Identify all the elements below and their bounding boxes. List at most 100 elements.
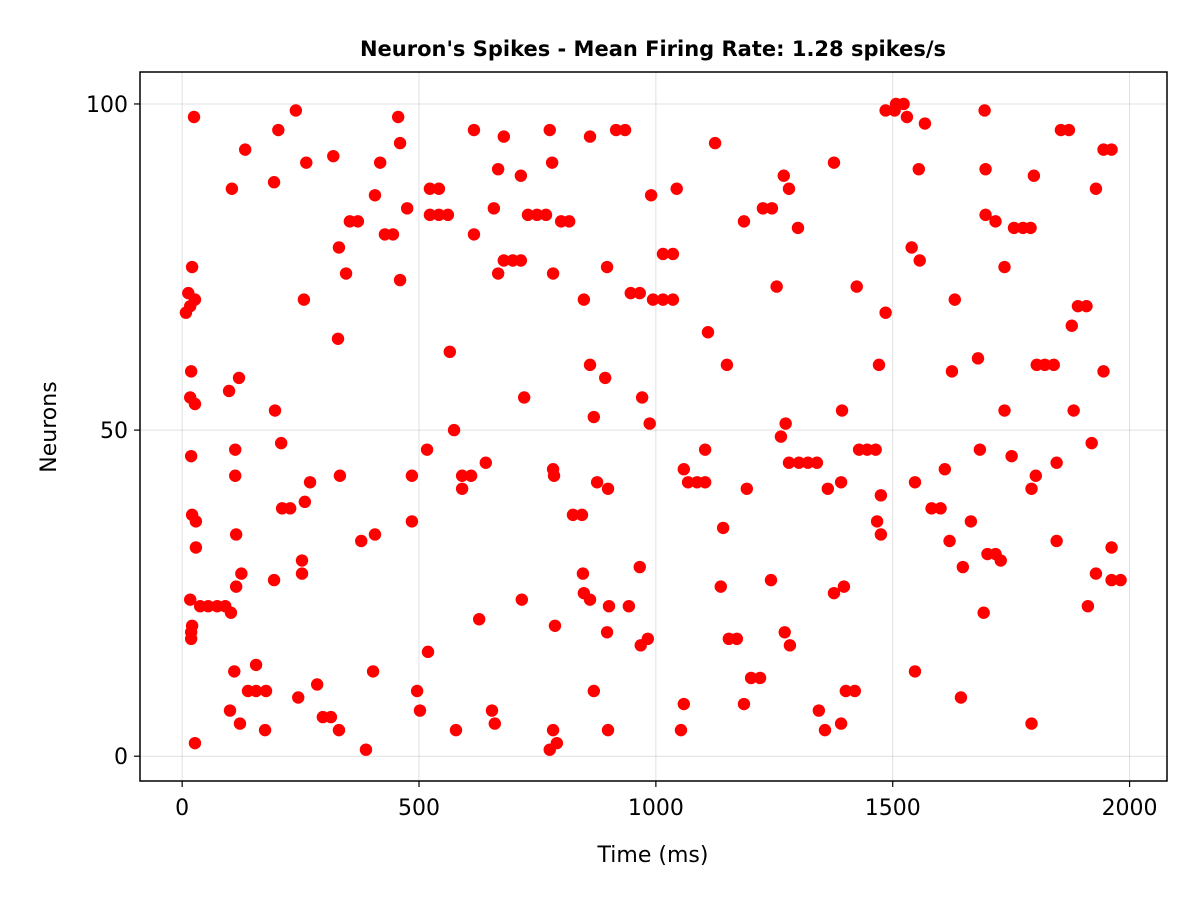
spike-point [777,169,790,182]
spike-point [900,110,914,124]
spike-point [289,104,303,117]
spike-point [1050,456,1063,469]
spike-point [232,371,246,385]
spike-point [543,743,556,756]
spike-point [827,586,841,600]
spike-point [487,202,501,215]
x-tick-label: 1000 [628,796,684,821]
spike-point [267,573,281,587]
spike-point [339,267,353,280]
spike-point [530,208,544,222]
spike-point [1080,299,1093,313]
x-tick-label: 0 [175,796,189,821]
spike-point [479,456,493,469]
spike-point [860,443,874,456]
spike-point [971,352,985,365]
spike-point [778,626,791,639]
spike-point [869,443,882,456]
spike-point [609,123,623,137]
spike-point [521,208,535,222]
spike-point [646,293,660,306]
spike-point [1007,221,1021,235]
grid-lines [140,72,1167,781]
spike-point [770,280,783,293]
spike-point [624,286,637,300]
spike-point [351,215,365,228]
spike-point [333,469,347,482]
spike-point [666,247,680,261]
spike-point [874,528,888,541]
spike-point [184,449,198,463]
spike-point [850,280,863,293]
spike-point [355,534,368,548]
spike-point [774,430,788,443]
spike-point [783,639,797,652]
spike-point [1025,717,1038,730]
spike-point [656,293,670,306]
spike-point [912,162,925,176]
spike-point [583,593,597,606]
spike-point [601,723,615,737]
spike-point [566,508,580,522]
spike-point [744,671,758,685]
spike-point [386,228,400,241]
spike-point [228,665,241,678]
spike-point [934,502,947,515]
spike-point [677,463,691,476]
y-tick-label: 50 [100,419,128,444]
spike-point [602,599,616,613]
spike-point [188,397,202,411]
spike-point [188,293,202,306]
spike-point [1085,436,1098,450]
spike-point [635,391,649,404]
spike-point [1067,404,1080,417]
spike-point [590,476,604,489]
spike-point [283,502,297,515]
axis-ticks: 0 500 1000 1500 2000 0 50 100 [86,93,1158,821]
spike-point [948,293,961,306]
spike-point [681,476,695,489]
spike-point [812,704,826,717]
spike-point [1105,143,1118,156]
spike-point [249,658,263,672]
spike-point [295,554,309,567]
spike-point [872,358,886,372]
spike-point [297,293,311,306]
spike-point [998,260,1011,274]
spike-point [189,515,203,528]
spike-point [421,645,435,659]
spike-point [801,456,815,469]
spike-point [472,613,486,626]
spike-point [701,326,715,339]
spike-point [185,260,199,274]
spike-point [905,241,918,254]
spike-point [994,554,1007,567]
spike-point [368,189,382,202]
spike-point [583,130,597,143]
spike-point [1071,299,1085,313]
spike-point [897,97,910,111]
x-axis-label: Time (ms) [597,843,709,868]
spike-point [1089,182,1103,195]
spike-point [366,665,380,678]
spike-point [782,182,796,195]
spike-point [420,443,434,456]
spike-point [393,136,407,150]
spike-point [943,534,956,548]
spike-point [332,241,346,254]
spike-point [546,267,560,280]
spike-point [938,463,952,476]
spike-point [835,404,849,417]
spike-point [547,469,561,482]
spike-point [964,515,978,528]
spike-point [670,182,683,195]
spike-point [189,541,203,554]
spike-point [908,665,922,678]
spike-point [274,436,288,450]
spike-point [925,502,938,515]
spike-point [1089,567,1103,580]
spike-point [839,684,853,698]
spike-point [497,254,511,267]
spike-points [179,97,1127,756]
